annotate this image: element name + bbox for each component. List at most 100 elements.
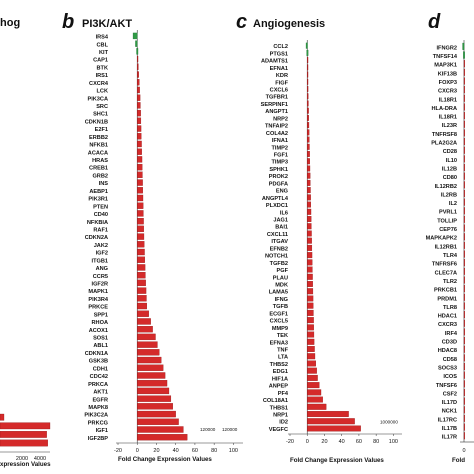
- panel-b-category-label: RHOA: [92, 320, 108, 326]
- panel-b-category-label: SOS1: [93, 336, 108, 342]
- panel-b-category-label: IGF1: [96, 428, 108, 434]
- panel-c-bar: [307, 389, 322, 396]
- panel-d-category-label: IL23R: [442, 123, 457, 129]
- panel-b-bar: [137, 279, 146, 287]
- panel-c-data-label: 1000000: [380, 419, 398, 424]
- panel-b-bar: [137, 55, 139, 63]
- panel-d-category-label: CXCR3: [438, 89, 457, 95]
- panel-b-category-label: SHC1: [93, 112, 108, 118]
- panel-c-category-label: TNF: [277, 347, 288, 353]
- panel-c-bar: [307, 179, 311, 186]
- panel-c-bar: [307, 107, 309, 114]
- panel-c-bar: [307, 309, 314, 316]
- panel-b-category-label: CDC42: [90, 374, 108, 380]
- panel-c-x-tick-label: 60: [356, 439, 362, 445]
- panel-d-category-label: TNFSF6: [436, 383, 457, 389]
- panel-b-category-label: MAPK1: [88, 289, 108, 295]
- panel-b-category-label: E2F1: [95, 127, 108, 133]
- panel-b-category-label: CBL: [97, 42, 109, 48]
- panel-c-bar: [307, 143, 310, 150]
- panel-c-category-label: PTGS1: [270, 51, 288, 57]
- panel-c-bar: [307, 295, 314, 302]
- panel-d-bar: [462, 42, 465, 50]
- panel-b-category-label: IGF2BP: [88, 436, 108, 442]
- panel-c-bar: [307, 266, 313, 273]
- panel-d-category-label: IL2RB: [441, 192, 457, 198]
- panel-c-bar: [307, 129, 310, 136]
- panel-d-category-label: PVRL1: [439, 210, 457, 216]
- panel-c-bar: [307, 93, 309, 100]
- panel-c-category-label: TIMP2: [272, 145, 288, 151]
- panel-b-category-label: IGF2: [96, 251, 108, 257]
- panel-c-category-label: MMP9: [272, 326, 288, 332]
- panel-b-data-label: 120000: [222, 427, 238, 432]
- panel-c-category-label: ID2: [279, 420, 288, 426]
- panel-b-category-label: ERBB2: [89, 135, 108, 141]
- panel-a-bar: [0, 413, 5, 421]
- panel-a-title: hog: [0, 17, 20, 29]
- panel-d-bar: [463, 388, 465, 397]
- panel-b-bar: [137, 248, 145, 256]
- panel-b-bar: [137, 233, 145, 240]
- panel-b-xlabel: Fold Change Expression Values: [118, 456, 212, 463]
- panel-d-bar: [463, 267, 465, 275]
- panel-c-category-label: EFNA3: [270, 340, 288, 346]
- panel-d-bar: [463, 103, 465, 111]
- panel-c-x-tick-label: -20: [286, 439, 294, 445]
- panel-b-category-label: PTEN: [93, 204, 108, 210]
- panel-d-bar: [463, 423, 465, 431]
- panel-b-x-tick-label: 40: [173, 448, 179, 454]
- panel-c-category-label: TGFB2: [270, 261, 288, 267]
- panel-c-bar: [307, 158, 310, 165]
- panel-b-bar: [136, 48, 139, 55]
- panel-b-bar: [137, 156, 143, 163]
- panel-c-bar: [307, 338, 315, 345]
- panel-c-category-label: BAI1: [275, 225, 288, 231]
- panel-b-bar: [137, 410, 176, 418]
- panel-c-category-label: PLXDC1: [266, 203, 288, 209]
- panel-c-category-label: ANGPT1: [265, 109, 288, 115]
- panel-d-bar: [463, 311, 465, 319]
- panel-d-bar: [463, 51, 465, 59]
- panel-b-category-label: CDH1: [93, 366, 108, 372]
- panel-b-bar: [137, 171, 143, 179]
- panel-b-bar: [137, 380, 168, 387]
- panel-b-bar: [137, 179, 143, 186]
- panel-d-bar: [463, 380, 465, 388]
- panel-c-x-tick-label: 80: [373, 439, 379, 445]
- panel-b-category-label: ITGB1: [92, 258, 108, 264]
- panel-a-x-tick-label: 2000: [16, 456, 28, 462]
- panel-d-category-label: CSF2: [443, 391, 457, 397]
- panel-b-category-label: LCK: [97, 89, 109, 95]
- panel-c-bar: [307, 418, 355, 425]
- panel-c-category-label: MDK: [275, 282, 288, 288]
- panel-b-bar: [137, 217, 144, 225]
- panel-b-category-label: CREB1: [89, 166, 108, 172]
- panel-b-bar: [137, 418, 179, 425]
- panel-c-bar: [307, 382, 320, 389]
- panel-d-category-label: IL17B: [442, 426, 457, 432]
- panel-d-bar: [463, 328, 465, 336]
- panel-b-bar: [137, 187, 143, 194]
- panel-b-category-label: CDKN1A: [85, 351, 108, 357]
- panel-c-category-label: NOTCH1: [265, 254, 288, 260]
- panel-c-bar: [307, 374, 318, 381]
- panel-d-bar: [463, 129, 465, 137]
- panel-c-category-label: ANPEP: [269, 384, 289, 390]
- panel-b-bar: [137, 163, 143, 171]
- panel-b-category-label: ACACA: [88, 150, 108, 156]
- panel-c-category-label: ADAMTS1: [261, 59, 288, 65]
- panel-b-category-label: RAF1: [93, 227, 108, 233]
- panel-d-category-label: IL12RB2: [435, 184, 457, 190]
- panel-b-category-label: CDKN1B: [85, 119, 108, 125]
- panel-b-bar: [137, 256, 145, 263]
- panel-a-x-tick-label: 4000: [34, 456, 46, 462]
- panel-c-bar: [306, 49, 309, 56]
- panel-c-category-label: ECGF1: [269, 311, 288, 317]
- panel-b-category-label: AEBP1: [89, 189, 108, 195]
- panel-c-category-label: PDGFA: [269, 181, 288, 187]
- panel-c-bar: [307, 403, 327, 410]
- panel-b-bar: [137, 202, 144, 209]
- panel-b-category-label: IGF2R: [92, 282, 108, 288]
- panel-b-bar: [137, 94, 141, 101]
